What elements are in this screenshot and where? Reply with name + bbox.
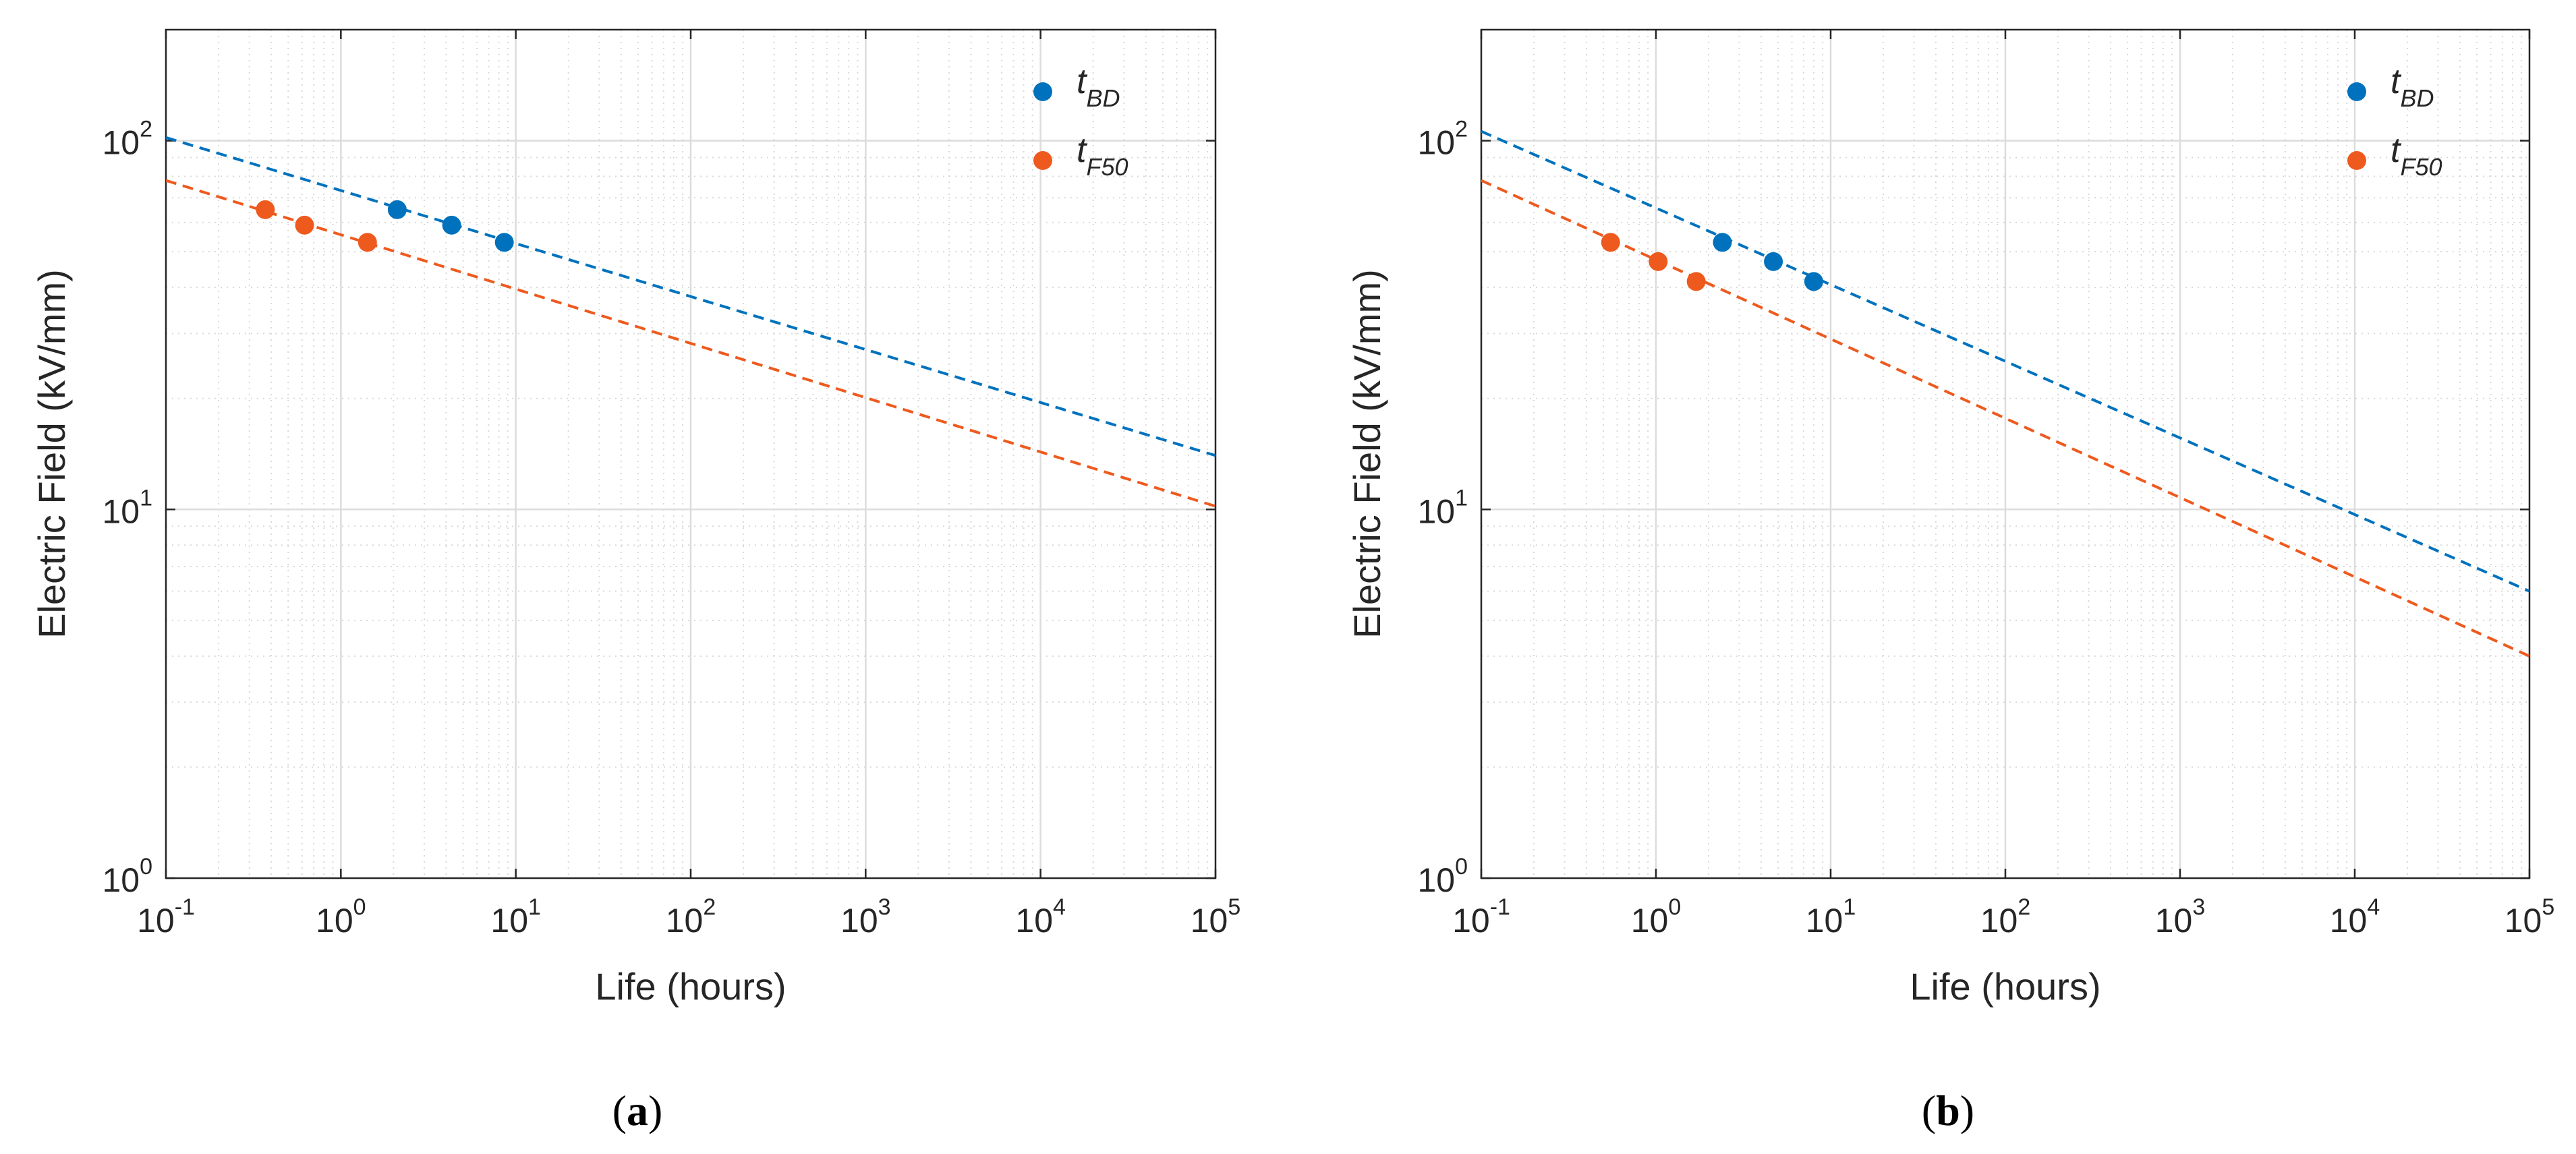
grid <box>1481 30 2529 878</box>
y-axis-label: Electric Field (kV/mm) <box>1346 269 1388 639</box>
data-point-f50 <box>1649 252 1668 271</box>
x-tick-label: 103 <box>2155 894 2206 940</box>
series-f50 <box>166 179 1215 508</box>
y-tick-label: 100 <box>1417 854 1468 899</box>
legend-label-f50: tF50 <box>1077 131 1128 181</box>
legend-marker-f50 <box>1033 151 1052 170</box>
x-tick-label: 101 <box>490 894 541 940</box>
x-tick-label: 100 <box>316 894 366 940</box>
data-point-bd <box>1764 252 1783 271</box>
data-point-f50 <box>1601 233 1620 252</box>
legend-label-bd: tBD <box>2391 62 2434 112</box>
data-point-f50 <box>357 233 377 252</box>
x-tick-label: 105 <box>2505 894 2555 940</box>
x-tick-label: 102 <box>1980 894 2031 940</box>
y-tick-label: 102 <box>102 117 152 162</box>
x-tick-label: 102 <box>666 894 716 940</box>
fit-line-bd <box>1481 129 2529 593</box>
data-point-f50 <box>1686 272 1706 291</box>
x-tick-label: 10-1 <box>1452 894 1510 940</box>
series-f50 <box>1481 179 2529 658</box>
legend-label-f50: tF50 <box>2391 131 2442 181</box>
legend-marker-bd <box>1033 82 1052 101</box>
x-axis-label: Life (hours) <box>595 965 786 1008</box>
panel-label: (b) <box>1922 1087 1974 1134</box>
grid <box>166 30 1215 878</box>
data-point-bd <box>442 215 461 235</box>
legend-label-bd: tBD <box>1077 62 1120 112</box>
x-tick-label: 105 <box>1191 894 1241 940</box>
legend-marker-f50 <box>2347 151 2366 170</box>
x-tick-label: 104 <box>1015 894 1066 940</box>
panel-label: (a) <box>612 1087 663 1134</box>
x-tick-label: 10-1 <box>137 894 195 940</box>
y-tick-label: 101 <box>102 485 152 530</box>
data-point-bd <box>1713 233 1732 252</box>
legend-marker-bd <box>2347 82 2366 101</box>
fit-line-bd <box>166 136 1215 457</box>
y-tick-label: 100 <box>102 854 152 899</box>
data-point-f50 <box>256 200 275 219</box>
x-axis-label: Life (hours) <box>1910 965 2100 1008</box>
data-point-bd <box>494 233 514 252</box>
legend: tBD tF50 <box>2347 62 2442 181</box>
y-tick-label: 102 <box>1417 117 1468 162</box>
data-point-bd <box>387 200 407 219</box>
x-tick-label: 104 <box>2330 894 2380 940</box>
series-bd <box>1481 129 2529 593</box>
data-point-f50 <box>295 215 314 235</box>
x-tick-label: 100 <box>1631 894 1682 940</box>
fit-line-f50 <box>166 179 1215 508</box>
x-tick-label: 103 <box>840 894 891 940</box>
y-axis-label: Electric Field (kV/mm) <box>30 269 73 639</box>
data-point-bd <box>1804 272 1823 291</box>
series-bd <box>166 136 1215 457</box>
y-tick-label: 101 <box>1417 485 1468 530</box>
legend: tBD tF50 <box>1033 62 1128 181</box>
x-tick-label: 101 <box>1806 894 1856 940</box>
